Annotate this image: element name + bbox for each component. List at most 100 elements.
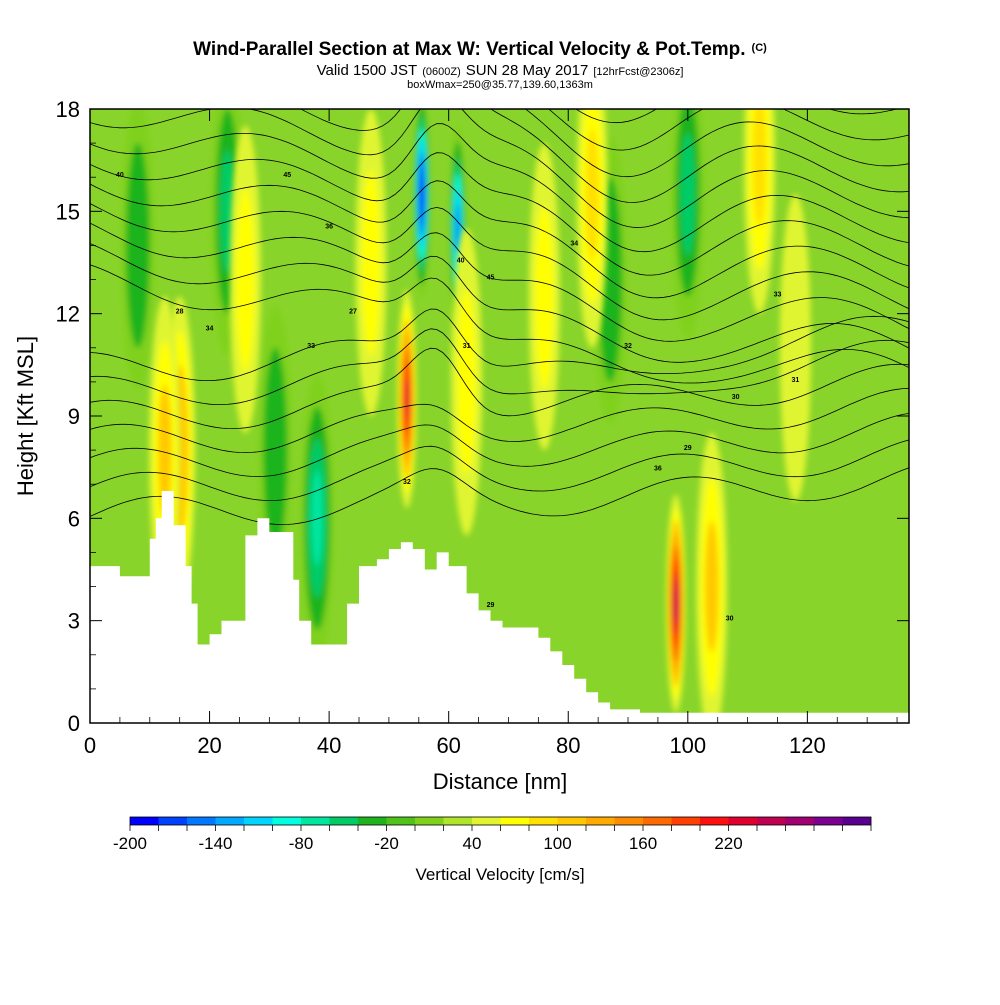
contour-label: 28 xyxy=(176,309,184,316)
colorbar-swatch xyxy=(301,817,330,825)
colorbar-tick-label: -80 xyxy=(289,834,314,853)
chart-title-mark: (C) xyxy=(752,42,768,54)
colorbar-swatch xyxy=(842,817,872,825)
contour-label: 30 xyxy=(726,616,734,623)
colorbar-swatch xyxy=(671,817,701,825)
colorbar-tick-label: -20 xyxy=(374,834,399,853)
updraft-cell xyxy=(779,194,811,502)
downdraft-band xyxy=(455,204,460,253)
y-tick-label: 18 xyxy=(56,97,80,122)
isentrope-line xyxy=(90,203,909,321)
x-tick-label: 120 xyxy=(789,733,826,758)
isentrope-line xyxy=(90,439,909,502)
plot-area: 40 45 36 34 33 32 31 30 29 28 27 40 45 36 34 33 32 31 30 29 xyxy=(90,109,909,723)
colorbar-swatch xyxy=(557,817,587,825)
updraft-band xyxy=(752,109,767,226)
colorbar-swatch xyxy=(757,817,786,825)
colorbar-swatch xyxy=(814,817,843,825)
y-tick-label: 9 xyxy=(68,404,80,429)
colorbar-swatch xyxy=(187,817,216,825)
updraft-cell xyxy=(397,289,417,509)
colorbar-swatch xyxy=(443,817,473,825)
colorbar-tick-label: 100 xyxy=(543,834,571,853)
colorbar-swatch xyxy=(130,817,159,825)
y-axis-label: Height [Kft MSL] xyxy=(13,336,38,496)
isentrope-line xyxy=(90,123,909,253)
chart-title-text: Wind-Parallel Section at Max W: Vertical… xyxy=(193,39,745,60)
contour-label: 33 xyxy=(774,292,782,299)
downdraft-band xyxy=(419,176,424,213)
updraft-band xyxy=(585,128,599,261)
chart-subtitle: Valid 1500 JST (0600Z) SUN 28 May 2017 [12h… xyxy=(317,62,684,79)
isentrope-line xyxy=(90,264,909,384)
updraft-band xyxy=(535,204,554,389)
subtitle-valid: Valid 1500 JST xyxy=(317,62,418,79)
downdraft-cell xyxy=(300,375,334,662)
colorbar-swatch xyxy=(529,817,558,825)
colorbar-swatch xyxy=(586,817,615,825)
updraft-band xyxy=(457,289,476,474)
y-tick-label: 3 xyxy=(68,609,80,634)
colorbar-tick-label: 220 xyxy=(714,834,742,853)
updraft-band xyxy=(705,520,719,653)
colorbar-swatch xyxy=(785,817,815,825)
contour-label: 45 xyxy=(487,275,495,282)
contour-label: 29 xyxy=(684,445,692,452)
terrain-mask xyxy=(90,491,909,723)
contour-label: 36 xyxy=(325,223,333,230)
updraft-band xyxy=(786,255,805,440)
colorbar-swatch xyxy=(244,817,273,825)
isentrope-line xyxy=(90,243,909,363)
contour-label: 32 xyxy=(403,479,411,486)
colorbar-swatch xyxy=(272,817,302,825)
x-tick-label: 100 xyxy=(669,733,706,758)
isentrope-line xyxy=(90,180,909,299)
isentrope-line xyxy=(90,467,909,526)
colorbar-swatch xyxy=(728,817,758,825)
chart-info-line: boxWmax=250@35.77,139.60,1363m xyxy=(407,79,593,91)
contour-label: 31 xyxy=(792,377,800,384)
colorbar-label: Vertical Velocity [cm/s] xyxy=(415,865,584,884)
y-tick-label: 12 xyxy=(56,302,80,327)
colorbar-swatch xyxy=(700,817,729,825)
downdraft-cell xyxy=(121,109,155,389)
subtitle-date: SUN 28 May 2017 xyxy=(466,62,589,79)
colorbar: -200 -140 -80 -20 40 100 160 220 xyxy=(113,816,872,853)
chart-title: Wind-Parallel Section at Max W: Vertical… xyxy=(193,39,767,60)
contour-label: 27 xyxy=(349,309,357,316)
downdraft-band xyxy=(680,132,695,256)
colorbar-swatch xyxy=(415,817,444,825)
downdraft-cell xyxy=(413,109,431,297)
subtitle-forecast: [12hrFcst@2306z] xyxy=(593,66,683,78)
colorbar-swatch xyxy=(329,817,359,825)
colorbar-swatch xyxy=(643,817,672,825)
isentrope-line xyxy=(90,413,909,478)
colorbar-swatch xyxy=(215,817,245,825)
subtitle-zulu: (0600Z) xyxy=(422,66,461,78)
isentrope-line xyxy=(299,109,909,203)
updraft-cell xyxy=(528,143,560,451)
contour-label: 31 xyxy=(463,343,471,350)
downdraft-cell xyxy=(671,109,705,338)
isentrope-line xyxy=(90,387,909,454)
isentrope-line xyxy=(524,109,909,178)
contour-label: 29 xyxy=(487,602,495,609)
updraft-cell xyxy=(229,126,261,434)
x-tick-label: 80 xyxy=(556,733,580,758)
colorbar-tick-label: 160 xyxy=(629,834,657,853)
colorbar-swatch xyxy=(358,817,387,825)
x-tick-label: 60 xyxy=(436,733,460,758)
y-tick-label: 6 xyxy=(68,506,80,531)
contour-label: 36 xyxy=(654,466,662,473)
isentrope-line xyxy=(90,152,909,276)
y-tick-label: 0 xyxy=(68,711,80,736)
isentrope-line xyxy=(90,222,909,342)
colorbar-swatch xyxy=(614,817,644,825)
colorbar-swatch xyxy=(386,817,416,825)
velocity-field xyxy=(121,109,811,723)
updraft-band xyxy=(361,170,381,355)
downdraft-band xyxy=(130,184,145,307)
colorbar-swatch xyxy=(472,817,501,825)
